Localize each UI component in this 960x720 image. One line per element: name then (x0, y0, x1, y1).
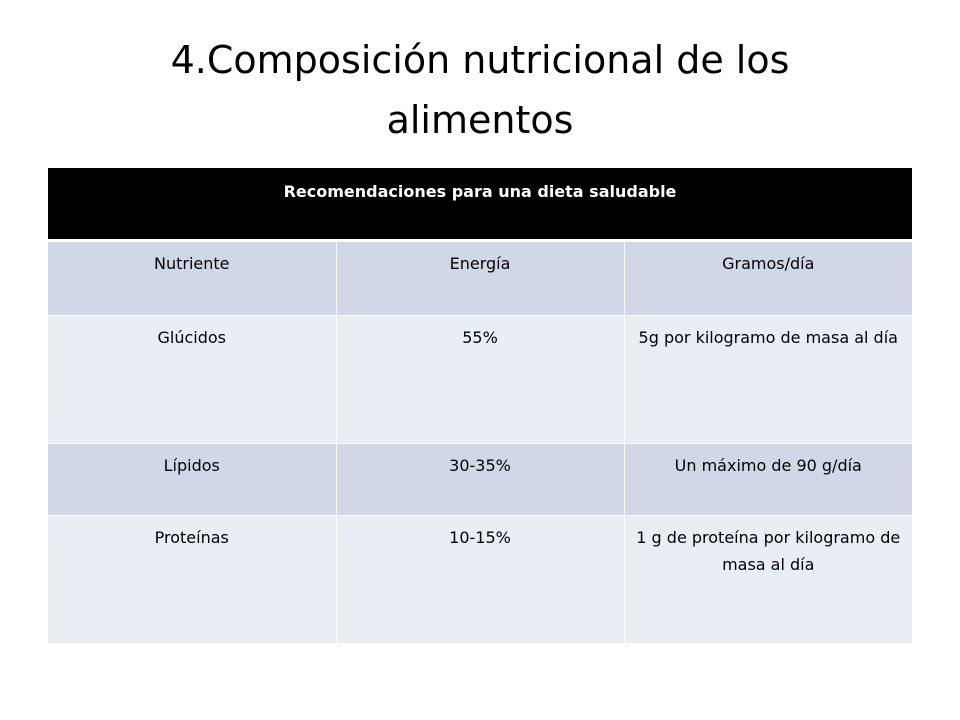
cell-nutrient: Proteínas (48, 514, 336, 643)
table-row: Lípidos 30-35% Un máximo de 90 g/día (48, 442, 912, 515)
cell-energy: 55% (335, 314, 624, 443)
nutrition-table: Recomendaciones para una dieta saludable… (48, 168, 912, 643)
slide-title: 4.Composición nutricional de los aliment… (48, 30, 912, 150)
cell-nutrient: Glúcidos (48, 314, 336, 443)
cell-grams: 5g por kilogramo de masa al día (623, 314, 912, 443)
column-header-energy: Energía (335, 239, 624, 315)
slide-title-line-1: 4.Composición nutricional de los (170, 38, 790, 82)
column-header-nutrient: Nutriente (48, 239, 336, 315)
cell-grams: Un máximo de 90 g/día (623, 442, 912, 515)
table-header-row: Recomendaciones para una dieta saludable (48, 168, 912, 242)
table-row: Proteínas 10-15% 1 g de proteína por kil… (48, 514, 912, 643)
column-headers-row: Nutriente Energía Gramos/día (48, 239, 912, 315)
cell-energy: 30-35% (335, 442, 624, 515)
cell-nutrient: Lípidos (48, 442, 336, 515)
table-row: Glúcidos 55% 5g por kilogramo de masa al… (48, 314, 912, 443)
cell-energy: 10-15% (335, 514, 624, 643)
cell-grams: 1 g de proteína por kilogramo de masa al… (623, 514, 912, 643)
slide-title-line-2: alimentos (386, 98, 574, 142)
table-header: Recomendaciones para una dieta saludable (48, 168, 912, 242)
column-header-grams: Gramos/día (623, 239, 912, 315)
